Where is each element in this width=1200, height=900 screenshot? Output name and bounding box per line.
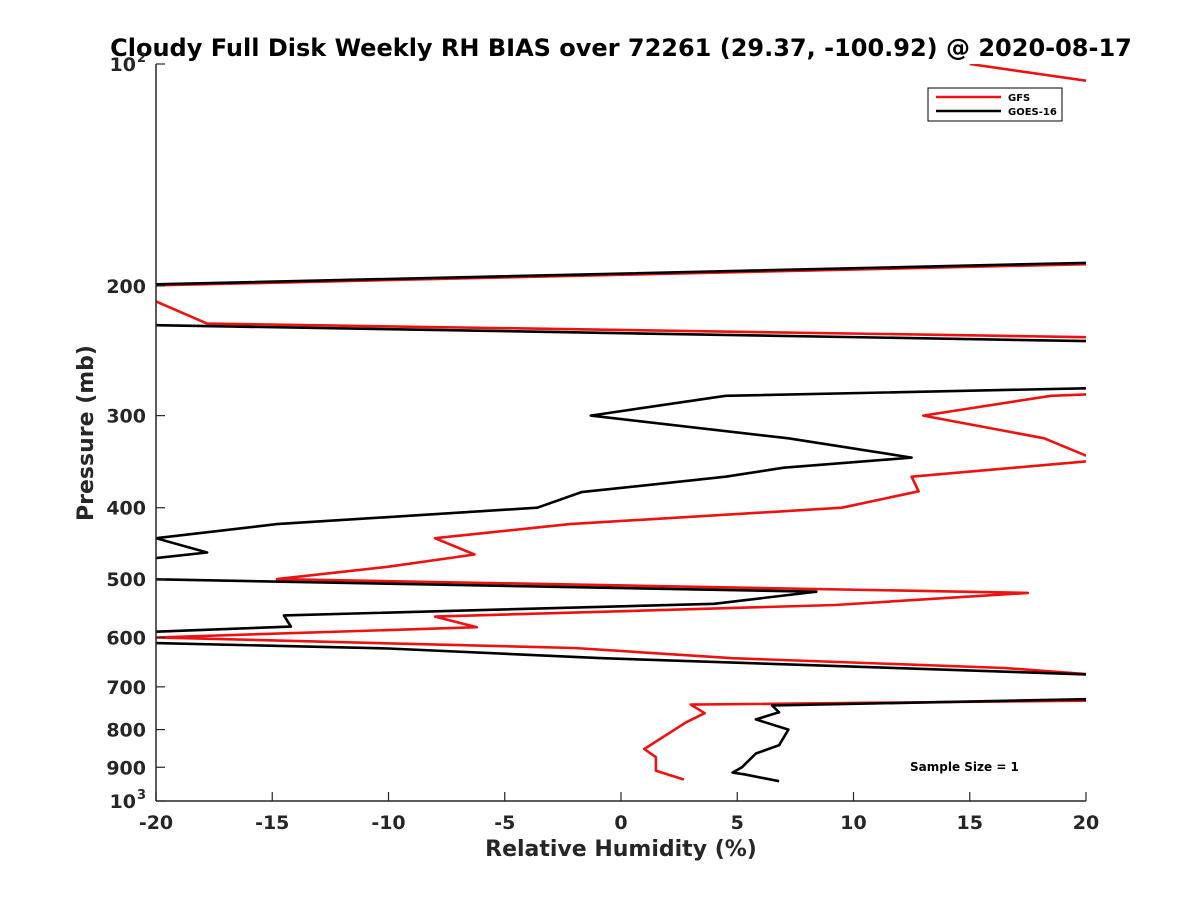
x-axis-label: Relative Humidity (%) (485, 837, 757, 862)
x-tick-label: 0 (614, 812, 627, 834)
legend-label-gfs: GFS (1008, 93, 1030, 104)
y-tick-label: 800 (106, 720, 146, 742)
x-tick-label: 20 (1073, 812, 1099, 834)
sample-size-annotation: Sample Size = 1 (910, 760, 1019, 774)
y-tick-label: 200 (106, 276, 146, 298)
y-tick-label: 600 (106, 627, 146, 649)
x-tick-label: -15 (255, 812, 289, 834)
x-ticks: -20 -15 -10 -5 0 5 10 15 20 (139, 792, 1099, 834)
y-tick-label: 300 (106, 406, 146, 428)
y-tick-label: 900 (106, 757, 146, 779)
series-layer (156, 64, 1086, 783)
y-tick-label: 10 (110, 791, 136, 813)
y-tick-label: 700 (106, 677, 146, 699)
x-tick-label: 10 (840, 812, 866, 834)
legend-label-goes16: GOES-16 (1008, 107, 1057, 118)
legend-box (927, 87, 1063, 122)
y-tick-label: 10 (110, 54, 136, 76)
y-tick-label: 400 (106, 498, 146, 520)
y-tick-exponent: 3 (137, 788, 146, 803)
chart-title: Cloudy Full Disk Weekly RH BIAS over 722… (110, 34, 1132, 62)
x-tick-label: -20 (139, 812, 173, 834)
y-axis-label: Pressure (mb) (74, 345, 99, 521)
x-tick-label: -10 (371, 812, 405, 834)
x-tick-label: -5 (494, 812, 515, 834)
y-tick-label: 500 (106, 569, 146, 591)
legend: GFS GOES-16 (927, 87, 1063, 122)
series-line-gfs (156, 64, 1086, 781)
x-tick-label: 5 (731, 812, 744, 834)
y-tick-exponent: 2 (137, 51, 146, 66)
x-tick-label: 15 (957, 812, 983, 834)
series-line-goes-16 (156, 261, 1086, 783)
